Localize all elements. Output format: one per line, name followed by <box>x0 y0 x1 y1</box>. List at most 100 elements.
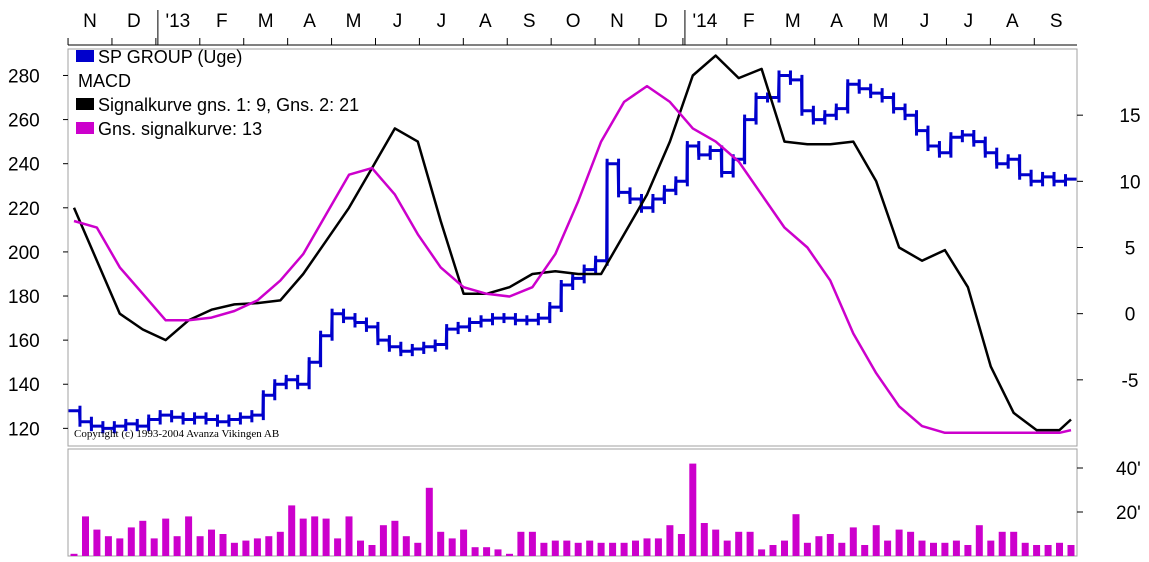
volume-bar <box>334 538 342 556</box>
month-label: A <box>479 11 492 32</box>
volume-bar <box>357 540 364 556</box>
macd-tick-label: 0 <box>1125 305 1136 326</box>
volume-bar <box>895 529 903 556</box>
volume-bar <box>666 525 674 556</box>
volume-bar <box>288 505 296 556</box>
volume-bar <box>872 525 880 556</box>
signal-line <box>72 54 1072 432</box>
volume-panel <box>67 448 1078 557</box>
month-label: A <box>303 11 316 32</box>
month-label: M <box>258 11 274 32</box>
volume-bar <box>528 531 536 556</box>
volume-bar <box>127 527 135 556</box>
volume-bar <box>483 547 491 556</box>
avg-signal-line <box>73 84 1072 435</box>
volume-bar <box>815 536 823 556</box>
macd-tick-label: 10 <box>1119 172 1140 193</box>
month-label: O <box>566 11 581 32</box>
volume-bar <box>219 534 227 556</box>
volume-bar <box>104 536 112 556</box>
volume-series <box>70 463 1075 556</box>
volume-bar <box>1010 531 1018 556</box>
volume-bar <box>1067 545 1075 556</box>
volume-bar <box>1044 545 1052 556</box>
volume-bar <box>838 542 846 556</box>
volume-bar <box>700 523 708 556</box>
volume-bar <box>517 531 525 556</box>
macd-series <box>72 54 1072 435</box>
volume-bar <box>116 538 124 556</box>
volume-bar <box>597 542 605 556</box>
price-tick-label: 180 <box>8 287 40 308</box>
volume-tick-label: 20' <box>1116 503 1141 524</box>
price-axis: 120 140 160 180 200 220 240 260 280 <box>8 66 68 440</box>
month-label: N <box>83 11 97 32</box>
volume-bar <box>185 516 193 556</box>
volume-bar <box>849 527 857 556</box>
volume-bar <box>208 529 215 556</box>
month-label: A <box>830 11 843 32</box>
volume-bar <box>402 536 410 556</box>
volume-bar <box>941 542 949 556</box>
month-label: S <box>523 11 536 32</box>
legend-avg-signal-swatch <box>76 122 94 134</box>
price-tick-label: 240 <box>8 155 40 176</box>
volume-bar <box>964 545 972 556</box>
volume-bar <box>1033 545 1041 556</box>
volume-bar <box>907 531 915 556</box>
volume-bar <box>689 463 697 556</box>
volume-bar <box>299 518 307 556</box>
legend-stock-swatch <box>76 50 94 62</box>
volume-bar <box>586 540 594 556</box>
macd-tick-label: -5 <box>1122 371 1139 392</box>
volume-bar <box>173 536 181 556</box>
volume-panel-frame <box>67 448 1078 557</box>
month-label: S <box>1050 11 1063 32</box>
volume-bar <box>987 540 995 556</box>
month-axis: N D '13 F M A M J J A S O N D '14 F M A M J J A S <box>67 10 1077 46</box>
volume-bar <box>494 549 502 556</box>
volume-bar <box>826 534 834 556</box>
volume-bar <box>196 536 204 556</box>
volume-bar <box>345 516 353 556</box>
volume-bar <box>471 547 479 556</box>
volume-bar <box>723 540 731 556</box>
volume-bar <box>574 542 582 556</box>
volume-bar <box>1021 542 1029 556</box>
volume-bar <box>620 542 628 556</box>
volume-bar <box>712 529 720 556</box>
volume-bar <box>162 518 170 556</box>
volume-bar <box>758 549 766 556</box>
volume-bar <box>861 545 869 556</box>
volume-bar <box>265 536 273 556</box>
volume-bar <box>735 531 743 556</box>
volume-bar <box>1056 542 1063 556</box>
volume-bar <box>918 540 926 556</box>
volume-bar <box>437 531 445 556</box>
volume-bar <box>322 518 330 556</box>
month-label: D <box>127 11 141 32</box>
month-label: N <box>610 11 624 32</box>
month-label: M <box>873 11 889 32</box>
month-label: J <box>393 11 403 32</box>
volume-bar <box>70 553 78 556</box>
volume-bar <box>93 529 101 556</box>
volume-bar <box>746 531 754 556</box>
volume-bar <box>952 540 960 556</box>
macd-tick-label: 15 <box>1119 106 1140 127</box>
volume-bar <box>551 540 559 556</box>
macd-tick-label: 5 <box>1125 239 1136 260</box>
volume-bar <box>150 538 158 556</box>
volume-tick-label: 40' <box>1116 459 1141 480</box>
volume-bar <box>540 542 548 556</box>
volume-bar <box>230 542 238 556</box>
volume-bar <box>414 542 422 556</box>
volume-bar <box>781 540 788 556</box>
volume-bar <box>884 540 892 556</box>
price-tick-label: 280 <box>8 66 40 87</box>
price-tick-label: 220 <box>8 199 40 220</box>
month-label: '13 <box>165 11 190 32</box>
copyright-text: Copyright (c) 1993-2004 Avanza Vikingen … <box>74 428 279 440</box>
macd-axis: 15 10 5 0 -5 <box>1077 106 1141 392</box>
